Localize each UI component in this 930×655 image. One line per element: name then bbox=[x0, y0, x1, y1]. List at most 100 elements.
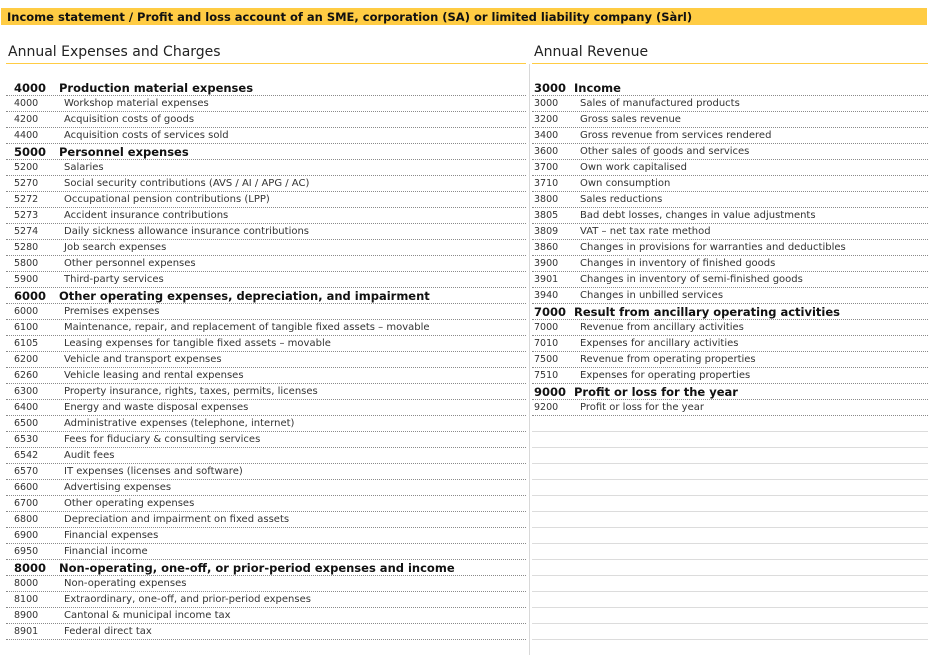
account-code: 7500 bbox=[534, 354, 559, 365]
account-label: Energy and waste disposal expenses bbox=[64, 402, 249, 413]
account-row: 8900 Cantonal & municipal income tax bbox=[6, 608, 526, 624]
section-code: 9000 bbox=[534, 385, 567, 399]
empty-row bbox=[532, 496, 928, 512]
account-label: Sales reductions bbox=[580, 194, 663, 205]
account-code: 5273 bbox=[14, 210, 39, 221]
account-code: 6570 bbox=[14, 466, 39, 477]
account-code: 6000 bbox=[14, 306, 39, 317]
account-label: Changes in provisions for warranties and… bbox=[580, 242, 846, 253]
account-label: Vehicle leasing and rental expenses bbox=[64, 370, 244, 381]
account-label: VAT – net tax rate method bbox=[580, 226, 711, 237]
account-label: Job search expenses bbox=[64, 242, 167, 253]
account-code: 3860 bbox=[534, 242, 559, 253]
account-code: 3809 bbox=[534, 226, 559, 237]
section-code: 6000 bbox=[14, 289, 47, 303]
account-label: Extraordinary, one-off, and prior-period… bbox=[64, 594, 311, 605]
empty-row bbox=[532, 512, 928, 528]
account-label: Salaries bbox=[64, 162, 104, 173]
account-row: 5200 Salaries bbox=[6, 160, 526, 176]
account-label: Non-operating expenses bbox=[64, 578, 187, 589]
expenses-title: Annual Expenses and Charges bbox=[8, 44, 221, 60]
account-code: 8000 bbox=[14, 578, 39, 589]
account-label: Revenue from ancillary activities bbox=[580, 322, 744, 333]
account-code: 5272 bbox=[14, 194, 39, 205]
section-code: 7000 bbox=[534, 305, 567, 319]
account-code: 8901 bbox=[14, 626, 39, 637]
account-label: Audit fees bbox=[64, 450, 115, 461]
account-label: Profit or loss for the year bbox=[580, 402, 704, 413]
account-row: 3805 Bad debt losses, changes in value ad… bbox=[532, 208, 928, 224]
column-divider bbox=[529, 64, 530, 655]
empty-row bbox=[532, 464, 928, 480]
account-label: Sales of manufactured products bbox=[580, 98, 740, 109]
account-row: 6100 Maintenance, repair, and replacement… bbox=[6, 320, 526, 336]
account-code: 6950 bbox=[14, 546, 39, 557]
account-row: 8901 Federal direct tax bbox=[6, 624, 526, 640]
empty-row bbox=[532, 544, 928, 560]
account-label: Advertising expenses bbox=[64, 482, 172, 493]
account-label: Occupational pension contributions (LPP) bbox=[64, 194, 270, 205]
account-label: Expenses for ancillary activities bbox=[580, 338, 739, 349]
account-label: Daily sickness allowance insurance contr… bbox=[64, 226, 310, 237]
section-label: Other operating expenses, depreciation, … bbox=[59, 289, 430, 303]
account-label: Vehicle and transport expenses bbox=[64, 354, 222, 365]
account-code: 6105 bbox=[14, 338, 39, 349]
account-row: 7500 Revenue from operating properties bbox=[532, 352, 928, 368]
account-label: Acquisition costs of goods bbox=[64, 114, 195, 125]
account-row: 6200 Vehicle and transport expenses bbox=[6, 352, 526, 368]
account-row: 6000 Premises expenses bbox=[6, 304, 526, 320]
account-code: 6600 bbox=[14, 482, 39, 493]
account-row: 9200 Profit or loss for the year bbox=[532, 400, 928, 416]
account-row: 3800 Sales reductions bbox=[532, 192, 928, 208]
account-code: 3700 bbox=[534, 162, 559, 173]
account-code: 6400 bbox=[14, 402, 39, 413]
section-heading-row: 8000 Non-operating, one-off, or prior-per… bbox=[6, 560, 526, 576]
account-code: 3710 bbox=[534, 178, 559, 189]
account-row: 6800 Depreciation and impairment on fixed… bbox=[6, 512, 526, 528]
account-code: 6200 bbox=[14, 354, 39, 365]
account-label: Own consumption bbox=[580, 178, 671, 189]
empty-row bbox=[532, 576, 928, 592]
account-code: 4200 bbox=[14, 114, 39, 125]
account-label: Depreciation and impairment on fixed ass… bbox=[64, 514, 290, 525]
account-row: 3710 Own consumption bbox=[532, 176, 928, 192]
account-label: Changes in inventory of semi-finished go… bbox=[580, 274, 803, 285]
empty-row bbox=[532, 448, 928, 464]
account-row: 6400 Energy and waste disposal expenses bbox=[6, 400, 526, 416]
account-row: 6530 Fees for fiduciary & consulting serv… bbox=[6, 432, 526, 448]
account-code: 3800 bbox=[534, 194, 559, 205]
account-label: Financial income bbox=[64, 546, 148, 557]
empty-row bbox=[532, 480, 928, 496]
account-code: 3400 bbox=[534, 130, 559, 141]
account-row: 6950 Financial income bbox=[6, 544, 526, 560]
account-row: 7000 Revenue from ancillary activities bbox=[532, 320, 928, 336]
account-label: Social security contributions (AVS / AI … bbox=[64, 178, 310, 189]
expenses-list: 4000 Production material expenses 4000 Work… bbox=[6, 80, 526, 640]
document-title: Income statement / Profit and loss accou… bbox=[7, 10, 693, 24]
account-code: 7010 bbox=[534, 338, 559, 349]
account-row: 3860 Changes in provisions for warranties… bbox=[532, 240, 928, 256]
account-row: 6300 Property insurance, rights, taxes, p… bbox=[6, 384, 526, 400]
section-label: Personnel expenses bbox=[59, 145, 189, 159]
expenses-title-rule bbox=[6, 63, 526, 64]
empty-row bbox=[532, 432, 928, 448]
account-label: Maintenance, repair, and replacement of … bbox=[64, 322, 430, 333]
account-code: 3600 bbox=[534, 146, 559, 157]
account-code: 6500 bbox=[14, 418, 39, 429]
account-code: 7510 bbox=[534, 370, 559, 381]
section-heading-row: 5000 Personnel expenses bbox=[6, 144, 526, 160]
account-code: 3200 bbox=[534, 114, 559, 125]
account-code: 6900 bbox=[14, 530, 39, 541]
account-code: 3940 bbox=[534, 290, 559, 301]
account-label: Fees for fiduciary & consulting services bbox=[64, 434, 261, 445]
empty-row bbox=[532, 608, 928, 624]
account-row: 5273 Accident insurance contributions bbox=[6, 208, 526, 224]
account-row: 6500 Administrative expenses (telephone, … bbox=[6, 416, 526, 432]
account-row: 6542 Audit fees bbox=[6, 448, 526, 464]
section-code: 8000 bbox=[14, 561, 47, 575]
section-heading-row: 4000 Production material expenses bbox=[6, 80, 526, 96]
account-label: Accident insurance contributions bbox=[64, 210, 229, 221]
section-code: 4000 bbox=[14, 81, 47, 95]
account-code: 9200 bbox=[534, 402, 559, 413]
account-label: Acquisition costs of services sold bbox=[64, 130, 229, 141]
